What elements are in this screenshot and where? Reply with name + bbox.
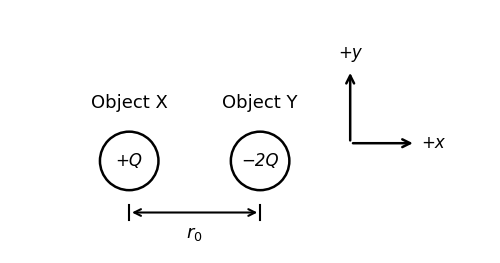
Text: $r_0$: $r_0$ (186, 225, 203, 243)
Text: +y: +y (338, 44, 362, 62)
Text: +Q: +Q (116, 152, 142, 170)
Text: −2Q: −2Q (242, 152, 279, 170)
Text: +x: +x (421, 134, 445, 152)
Text: Object Y: Object Y (222, 94, 298, 112)
Text: Object X: Object X (91, 94, 168, 112)
